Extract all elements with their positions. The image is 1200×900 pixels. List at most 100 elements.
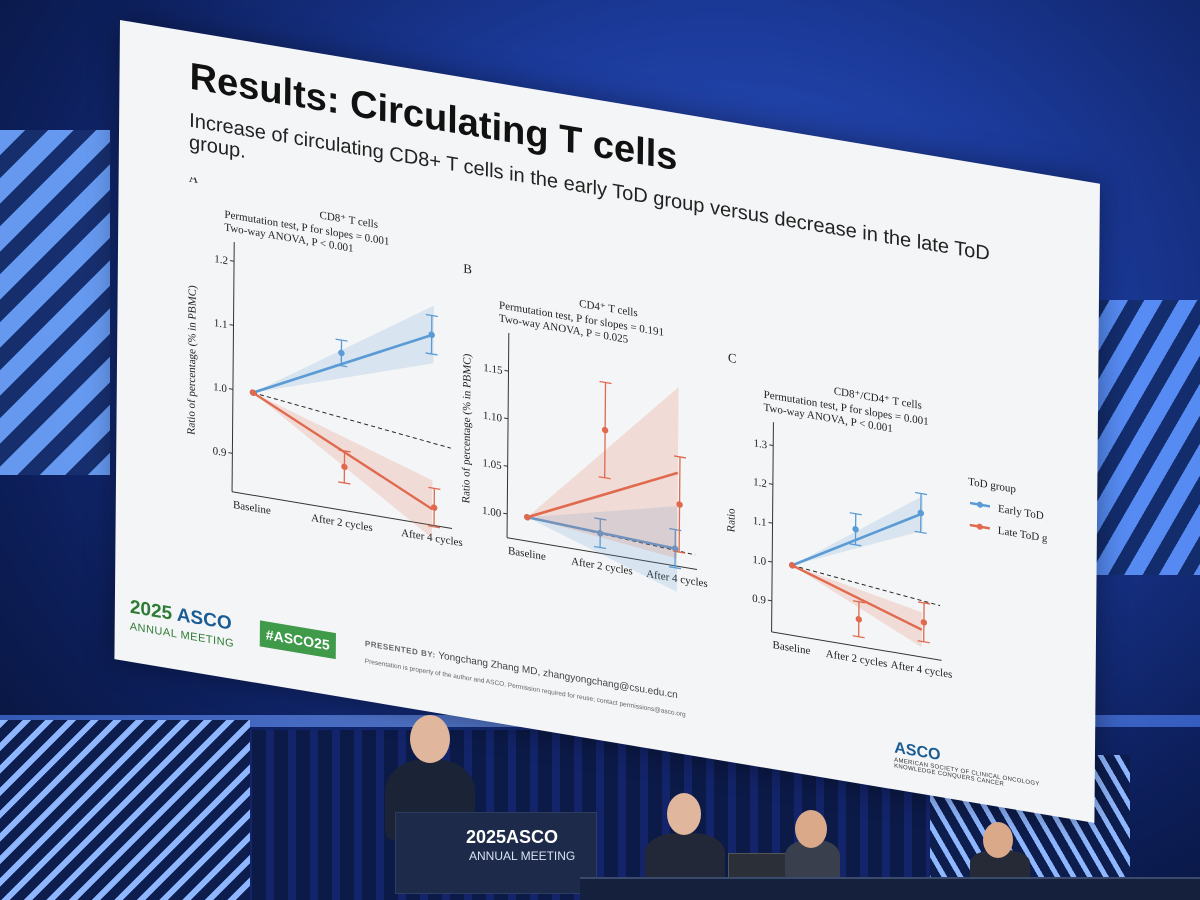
data-point (249, 389, 257, 396)
data-point (852, 526, 859, 533)
y-tick (768, 560, 773, 563)
panel-label: B (463, 260, 472, 276)
y-tick-label: 0.9 (213, 445, 227, 459)
error-cap (335, 364, 348, 368)
error-cap (849, 543, 862, 547)
y-axis-label: Ratio of percentage (% in PBMC) (186, 284, 199, 436)
podium-asco: ASCO (506, 827, 559, 847)
confidence-band (527, 387, 679, 559)
y-tick (767, 599, 772, 602)
error-cap (598, 476, 611, 480)
fit-line (791, 512, 924, 567)
error-cap (425, 352, 438, 356)
confidence-band (792, 565, 922, 648)
x-tick-label: Baseline (508, 545, 546, 563)
speaker-head (410, 715, 450, 763)
y-tick (503, 465, 508, 467)
panel-label: A (189, 173, 199, 186)
y-tick-label: 1.0 (752, 554, 766, 568)
panelist-2-head (795, 810, 827, 848)
x-tick-label: After 2 cycles (826, 648, 888, 670)
error-cap (918, 601, 931, 605)
asco-society-logo: ASCO AMERICAN SOCIETY OF CLINICAL ONCOLO… (894, 739, 1040, 793)
panel-label: C (728, 350, 737, 366)
y-axis-label: Ratio (725, 507, 737, 533)
error-cap (917, 640, 930, 644)
error-cap (849, 512, 862, 516)
data-point (788, 562, 796, 569)
y-tick (504, 417, 509, 420)
y-tick (229, 324, 234, 326)
data-point (676, 501, 683, 508)
y-tick (768, 522, 773, 524)
legend-label: Late ToD group (998, 525, 1049, 549)
presentation-slide: Results: Circulating T cells Increase of… (114, 20, 1100, 823)
stripe-panel-left (0, 130, 110, 475)
x-axis (507, 537, 698, 570)
error-cap (338, 449, 351, 453)
data-point (855, 616, 863, 623)
y-tick (504, 369, 509, 372)
y-tick (769, 444, 774, 447)
error-cap (338, 481, 351, 485)
error-cap (673, 455, 686, 459)
data-point (524, 513, 531, 521)
data-point (428, 331, 435, 338)
presented-label: PRESENTED BY: (364, 638, 436, 660)
x-tick-label: Baseline (773, 639, 811, 657)
y-tick (230, 260, 235, 262)
reference-line (792, 564, 941, 607)
y-tick-label: 0.9 (752, 593, 766, 607)
y-tick-label: 1.05 (482, 457, 502, 472)
error-cap (673, 550, 686, 554)
meeting-year: 2025 (129, 596, 173, 625)
panelist-1 (645, 833, 725, 883)
data-point (430, 504, 438, 511)
error-cap (425, 313, 438, 318)
error-cap (852, 635, 865, 639)
panel-table (580, 877, 1200, 900)
fit-line (791, 564, 923, 631)
error-cap (669, 566, 682, 570)
legend-marker (976, 523, 983, 530)
y-tick-label: 1.2 (214, 253, 228, 267)
y-tick-label: 1.15 (483, 362, 503, 377)
error-cap (914, 491, 928, 496)
data-point (671, 545, 679, 552)
data-point (920, 619, 928, 626)
podium-year: 2025 (466, 827, 507, 847)
fit-line (252, 333, 435, 394)
data-point (917, 509, 925, 517)
y-tick-label: 1.2 (753, 476, 767, 490)
fit-line (526, 471, 679, 519)
x-tick-label: After 2 cycles (311, 512, 373, 534)
reference-line (252, 392, 451, 449)
y-axis-label: Ratio of percentage (% in PBMC) (460, 352, 473, 504)
data-point (601, 426, 609, 434)
y-tick (228, 452, 233, 454)
y-tick (503, 512, 508, 515)
x-axis (771, 631, 942, 661)
y-tick-label: 1.0 (213, 381, 227, 395)
legend-label: Early ToD group (998, 503, 1049, 527)
podium-logo: 2025ASCO (466, 827, 558, 848)
confidence-band (252, 305, 434, 393)
legend-marker (976, 501, 983, 508)
x-tick-label: After 4 cycles (891, 659, 953, 681)
data-point (338, 349, 345, 357)
confidence-band (527, 506, 678, 592)
podium: 2025ASCO ANNUAL MEETING (395, 812, 597, 894)
y-tick-label: 1.10 (483, 410, 503, 425)
hashtag-badge: #ASCO25 (259, 620, 336, 660)
data-point (597, 530, 604, 537)
error-cap (852, 600, 865, 604)
error-cap (594, 545, 607, 550)
error-cap (428, 486, 441, 491)
error-cap (594, 517, 607, 521)
y-tick (768, 483, 773, 485)
x-axis (232, 491, 453, 530)
x-tick-label: Baseline (233, 499, 271, 517)
stripe-panel-bottom-left (0, 720, 250, 900)
